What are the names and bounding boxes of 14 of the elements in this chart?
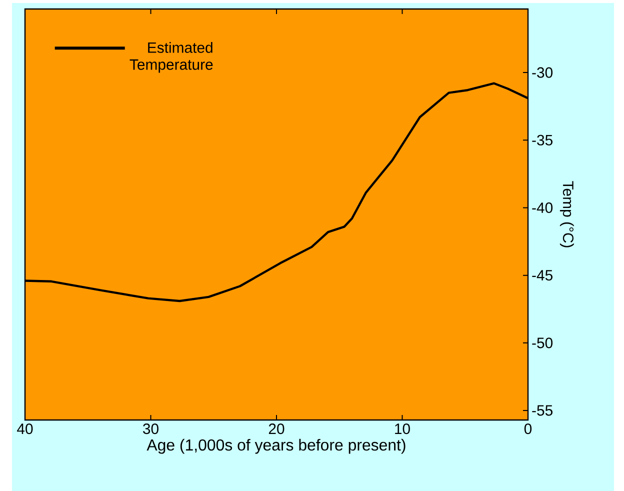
y-tick-label: -50 [532,338,553,348]
x-axis-title: Age (1,000s of years before present) [146,438,406,454]
y-axis-title: Temp (°C) [560,181,574,248]
y-tick-label: -30 [532,67,553,78]
x-tick-label: 40 [17,424,33,434]
y-tick-label: -40 [532,202,553,214]
y-tick-label: -35 [532,134,552,146]
y-tick-label: -55 [532,405,552,416]
x-tick-label: 0 [524,424,532,434]
x-tick-label: 10 [395,424,410,434]
x-tick-label: 20 [268,424,284,434]
y-tick-label: -45 [532,270,552,281]
x-tick-label: 30 [143,424,158,434]
legend-label: Estimated Temperature [130,42,213,73]
